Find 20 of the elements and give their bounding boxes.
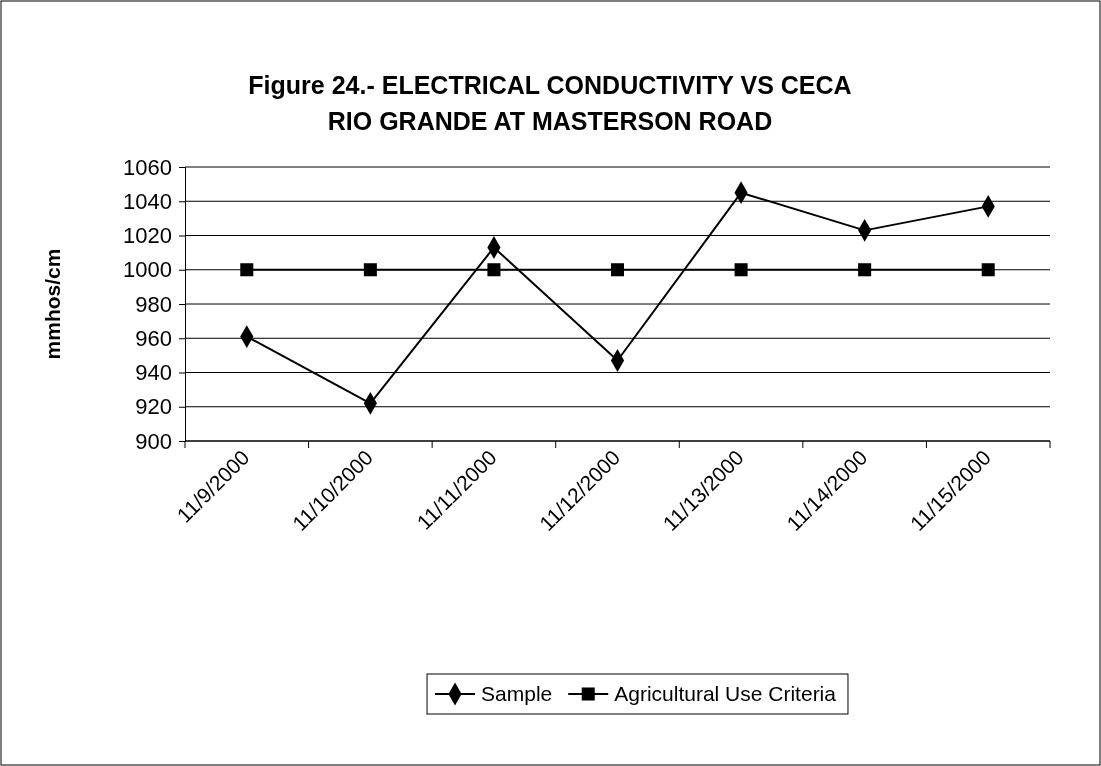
y-tick-label: 940 xyxy=(135,360,172,386)
y-tick-label: 980 xyxy=(135,291,172,317)
y-tick-label: 1060 xyxy=(123,154,172,180)
y-tick-label: 920 xyxy=(135,394,172,420)
point xyxy=(363,263,377,277)
point xyxy=(487,263,501,277)
y-tick-label: 900 xyxy=(135,428,172,454)
chart-title: Figure 24.- ELECTRICAL CONDUCTIVITY VS CECA RIO GRANDE AT MASTERSON ROAD xyxy=(248,71,852,135)
y-tick-label: 960 xyxy=(135,325,172,351)
y-axis-title: mmhos/cm xyxy=(41,248,64,360)
point xyxy=(858,263,872,277)
point xyxy=(981,263,995,277)
point xyxy=(734,263,748,277)
y-tick-label: 1000 xyxy=(123,257,172,283)
legend-label: Agricultural Use Criteria xyxy=(614,682,837,705)
legend-label: Sample xyxy=(481,682,553,705)
point xyxy=(610,263,625,277)
y-tick-label: 1020 xyxy=(123,223,172,249)
y-tick-label: 1040 xyxy=(123,188,172,214)
point xyxy=(240,263,254,277)
